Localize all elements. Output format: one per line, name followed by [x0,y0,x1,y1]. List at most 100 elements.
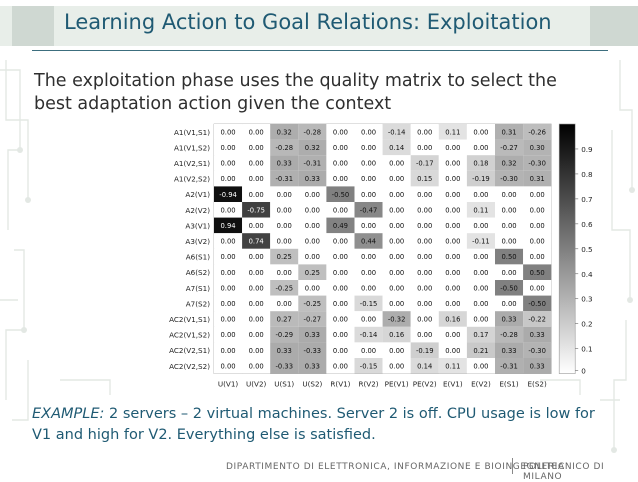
cell-value: 0.00 [305,222,320,230]
heatmap-cell [410,342,439,358]
heatmap-cell [523,202,552,218]
cell-value: 0.00 [417,331,432,339]
row-label: AC2(V2,S1) [169,346,210,355]
heatmap-cell [214,358,243,374]
heatmap-cell [270,264,299,280]
cell-value: 0.00 [361,316,376,324]
colorbar-tick-label: 0.5 [581,245,592,254]
heatmap-cell [214,342,243,358]
cell-value: 0.00 [220,175,235,183]
heatmap-cell [438,233,467,249]
heatmap-cell [466,342,495,358]
heatmap-cell [242,124,271,140]
cell-value: 0.00 [473,128,488,136]
cell-value: 0.00 [220,238,235,246]
row-label: A1(V2,S2) [174,175,210,184]
heatmap-cell [298,202,327,218]
cell-value: 0.17 [473,331,488,339]
heatmap-cell [242,311,271,327]
cell-value: 0.00 [501,191,516,199]
cell-value: 0.00 [501,300,516,308]
heatmap-cell [382,311,411,327]
example-text: EXAMPLE: 2 servers – 2 virtual machines.… [32,404,612,446]
heatmap-cell [382,326,411,343]
cell-value: 0.14 [417,362,432,370]
heatmap-cell [326,248,355,265]
heatmap-cell [298,264,327,280]
cell-value: -0.32 [388,316,406,324]
cell-value: 0.00 [249,160,264,168]
heatmap-cell [438,155,467,171]
heatmap-cell [326,217,355,234]
cell-value: 0.00 [220,253,235,261]
cell-value: 0.00 [417,316,432,324]
title-accent-right [590,6,638,46]
cell-value: 0.00 [361,144,376,152]
cell-value: 0.00 [389,238,404,246]
heatmap-cell [466,326,495,343]
row-label: A2(V1) [185,190,210,199]
heatmap-cell [354,358,383,374]
cell-value: 0.00 [417,222,432,230]
cell-value: 0.00 [445,300,460,308]
heatmap-cell [438,186,467,202]
cell-value: -0.19 [416,347,434,355]
cell-value: 0.00 [501,269,516,277]
colorbar-tick-label: 0.8 [581,170,593,179]
heatmap-cell [523,186,552,202]
cell-value: 0.00 [501,238,516,246]
cell-value: 0.00 [333,160,348,168]
column-label: U(S1) [274,380,294,388]
cell-value: -0.27 [500,144,518,152]
cell-value: 0.33 [305,362,320,370]
heatmap-cell [242,295,271,312]
heatmap-cell [298,280,327,296]
cell-value: 0.00 [473,362,488,370]
heatmap-cell [326,358,355,374]
cell-value: 0.32 [501,160,516,168]
cell-value: 0.00 [361,160,376,168]
heatmap-cell [382,233,411,249]
cell-value: 0.00 [530,284,545,292]
heatmap-cell [214,217,243,234]
cell-value: 0.00 [220,128,235,136]
cell-value: 0.27 [277,316,292,324]
cell-value: 0.00 [220,300,235,308]
cell-value: -0.29 [275,331,293,339]
heatmap-cell [466,264,495,280]
cell-value: 0.00 [277,222,292,230]
column-label: U(V2) [246,380,267,388]
cell-value: -0.30 [528,347,546,355]
cell-value: 0.00 [305,253,320,261]
cell-value: 0.00 [333,269,348,277]
cell-value: 0.00 [389,269,404,277]
heatmap-cell [495,264,524,280]
row-label: AC2(V1,S1) [169,315,210,324]
heatmap-cell [523,358,552,374]
cell-value: 0.00 [473,269,488,277]
heatmap-cell [382,342,411,358]
heatmap-cell [354,170,383,187]
heatmap-cell [242,264,271,280]
heatmap-cell [523,326,552,343]
cell-value: 0.00 [445,144,460,152]
cell-value: 0.00 [361,191,376,199]
cell-value: 0.00 [333,331,348,339]
cell-value: 0.16 [445,316,460,324]
heatmap-cell [242,170,271,187]
cell-value: 0.00 [389,300,404,308]
cell-value: 0.14 [389,144,404,152]
heatmap-cell [438,202,467,218]
cell-value: 0.00 [417,269,432,277]
heatmap-cell [466,248,495,265]
heatmap-cell [326,139,355,156]
heatmap-cell [354,326,383,343]
cell-value: 0.31 [530,175,545,183]
heatmap-cell [298,311,327,327]
heatmap-cell [523,217,552,234]
cell-value: 0.00 [473,144,488,152]
heatmap-cell [298,124,327,140]
heatmap-cell [410,358,439,374]
cell-value: 0.21 [473,347,488,355]
